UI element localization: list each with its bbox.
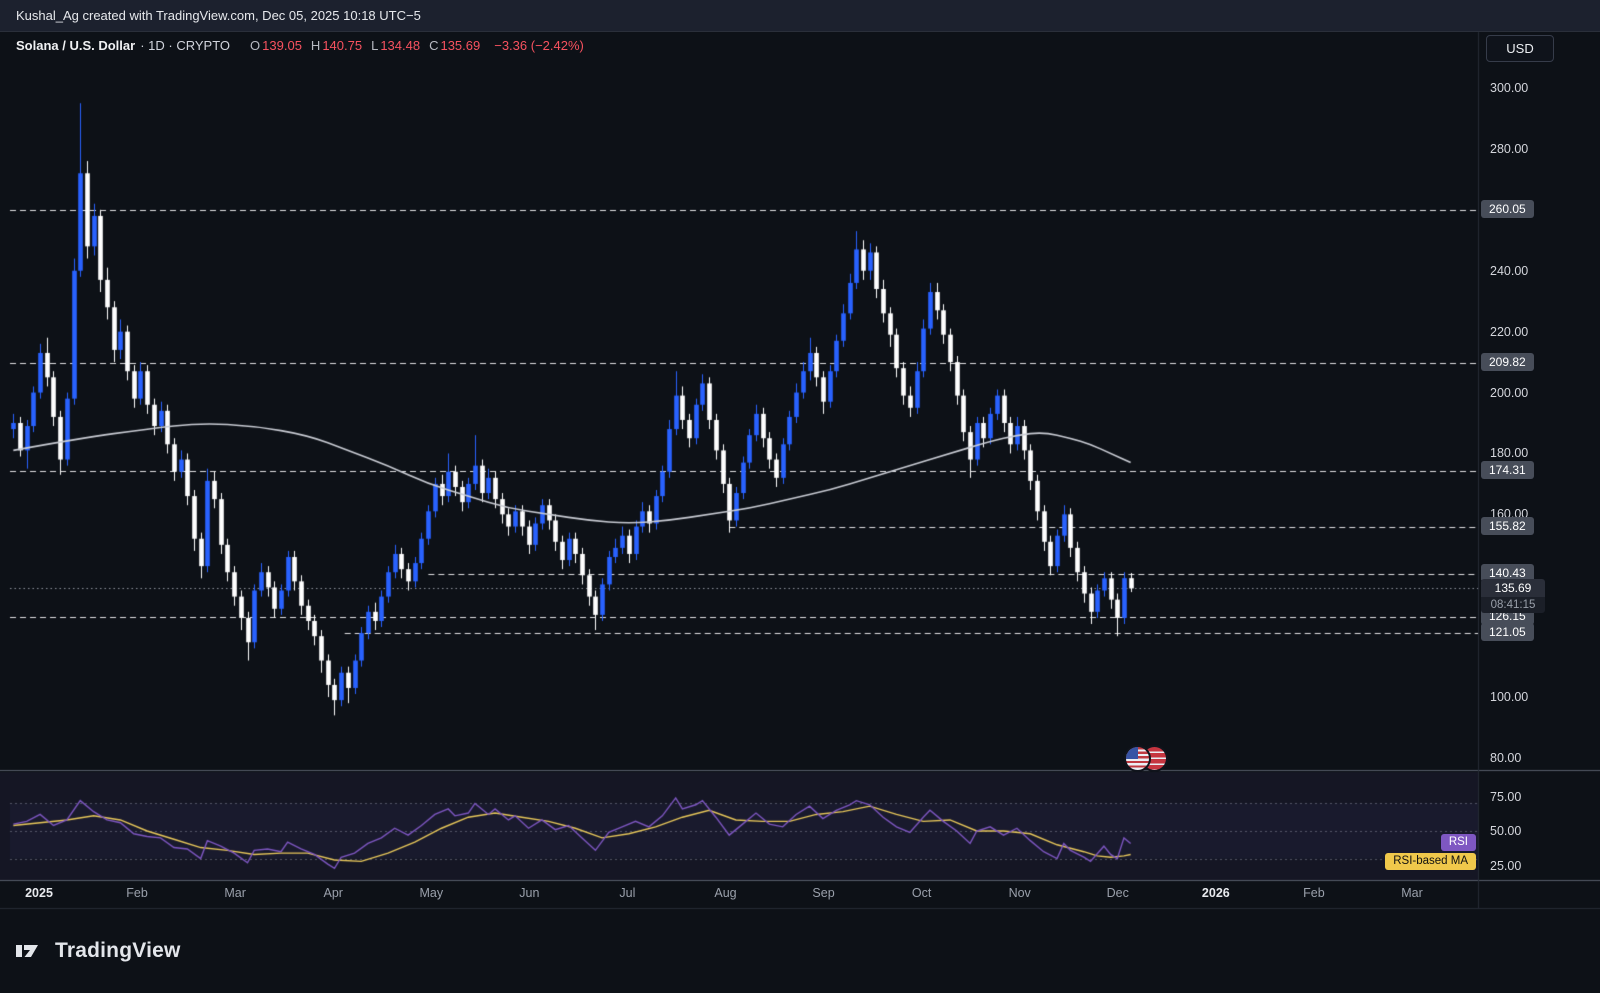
symbol-meta: · 1D · CRYPTO — [140, 38, 231, 53]
current-price-label: 135.69 08:41:15 — [1481, 579, 1545, 614]
tradingview-logo[interactable]: TradingView — [16, 939, 181, 963]
rsi-ma-value-label: RSI-based MA — [1385, 853, 1476, 871]
footer-bar: TradingView — [0, 909, 1600, 993]
price-change: −3.36 (−2.42%) — [494, 38, 584, 53]
symbol-title[interactable]: Solana / U.S. Dollar — [16, 38, 136, 53]
tradingview-logo-text: TradingView — [55, 939, 181, 962]
open-label: O — [250, 38, 261, 53]
us-flag-icon — [1124, 745, 1151, 772]
instrument-flag-icons — [1124, 745, 1172, 773]
current-price-value: 135.69 — [1481, 579, 1545, 598]
currency-toggle-usd[interactable]: USD — [1486, 35, 1554, 62]
symbol-info-bar[interactable]: Solana / U.S. Dollar · 1D · CRYPTO O 139.… — [16, 38, 584, 53]
close-value: 135.69 — [440, 38, 481, 53]
tradingview-logo-mark — [16, 945, 38, 957]
attribution-bar: Kushal_Ag created with TradingView.com, … — [0, 0, 1600, 32]
high-value: 140.75 — [322, 38, 363, 53]
open-value: 139.05 — [262, 38, 302, 53]
bar-countdown: 08:41:15 — [1481, 597, 1545, 614]
low-value: 134.48 — [380, 38, 421, 53]
high-label: H — [310, 38, 321, 53]
close-label: C — [429, 38, 439, 53]
attribution-text: Kushal_Ag created with TradingView.com, … — [16, 8, 421, 23]
low-label: L — [371, 38, 379, 53]
ohlc-readout: O 139.05 H 140.75 L 134.48 C 135.69 — [243, 38, 480, 53]
rsi-value-label: RSI — [1440, 834, 1476, 852]
